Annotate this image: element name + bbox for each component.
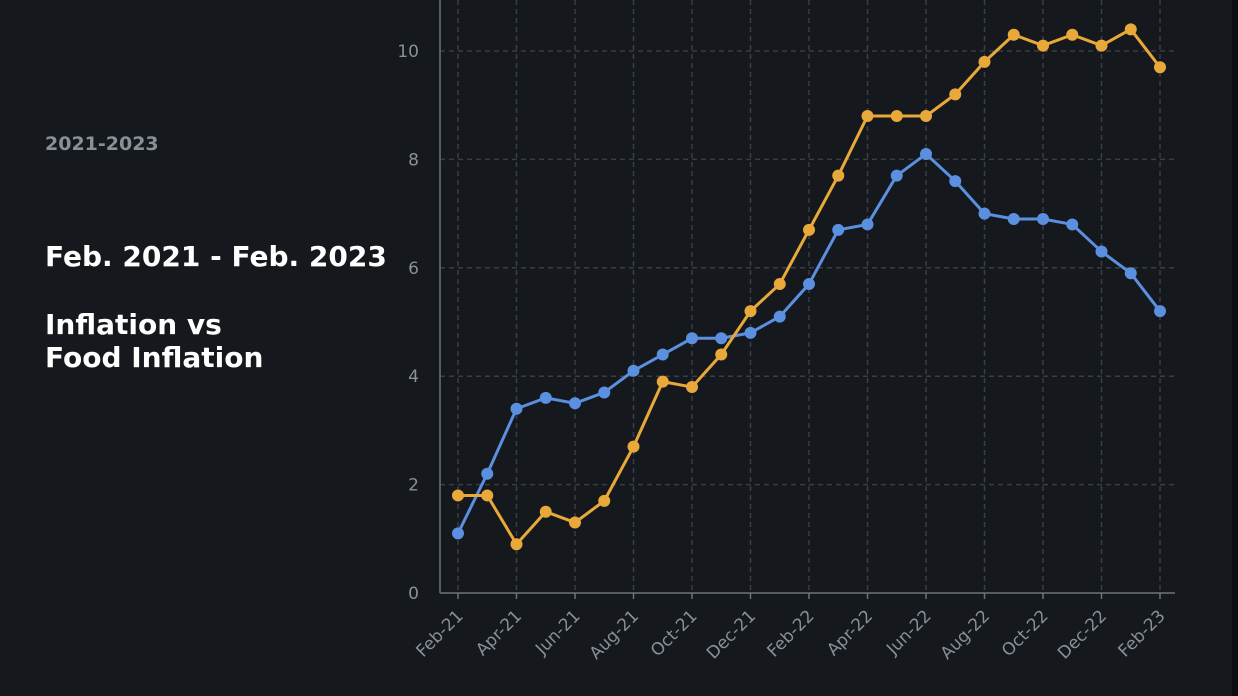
data-point <box>656 348 669 361</box>
data-point <box>978 207 991 220</box>
x-tick-label: Dec-21 <box>703 606 760 663</box>
data-point <box>686 381 698 394</box>
data-point <box>627 440 640 453</box>
data-point <box>773 278 786 291</box>
data-point <box>598 386 611 399</box>
data-point <box>1007 213 1020 226</box>
data-point <box>1124 23 1137 36</box>
chart-title-line-1: Inflation vs <box>45 308 222 341</box>
data-point <box>539 391 552 404</box>
data-point <box>1154 305 1166 318</box>
data-point <box>452 489 464 502</box>
data-point <box>598 494 611 507</box>
data-point <box>803 223 815 236</box>
series-1 <box>452 23 1166 551</box>
y-tick-label: 0 <box>408 584 419 604</box>
data-point <box>1007 28 1020 41</box>
data-point <box>949 88 962 101</box>
data-point <box>744 326 757 339</box>
x-tick-label: Feb-21 <box>412 606 467 661</box>
data-point <box>510 538 523 551</box>
data-point <box>569 516 581 529</box>
data-point <box>510 402 523 415</box>
data-point <box>861 218 874 231</box>
data-point <box>803 278 815 291</box>
x-tick-label: Aug-21 <box>586 606 643 663</box>
data-point <box>1037 39 1049 52</box>
data-point <box>744 305 757 318</box>
y-tick-label: 2 <box>408 476 419 496</box>
data-point <box>1037 213 1049 226</box>
data-point <box>627 364 640 377</box>
x-tick-label: Dec-22 <box>1054 606 1111 663</box>
data-point <box>978 55 991 68</box>
x-tick-label: Oct-22 <box>998 606 1053 661</box>
data-point <box>481 467 494 480</box>
data-point <box>920 147 932 160</box>
data-point <box>861 110 874 123</box>
x-tick-label: Jun-22 <box>882 606 935 659</box>
side-panel: 2021-2023 Feb. 2021 - Feb. 2023 Inflatio… <box>0 0 400 696</box>
series-layer <box>452 23 1166 551</box>
series-0 <box>452 147 1166 540</box>
data-point <box>890 110 903 123</box>
chart-title: Inflation vs Food Inflation <box>45 308 375 374</box>
x-tick-label: Feb-23 <box>1114 606 1169 661</box>
headline: Feb. 2021 - Feb. 2023 <box>45 240 387 273</box>
data-point <box>452 527 464 540</box>
edge-bar <box>1232 0 1238 696</box>
data-point <box>949 175 962 188</box>
x-tick-label: Jun-21 <box>531 606 584 659</box>
data-point <box>715 348 728 361</box>
data-point <box>1124 267 1137 280</box>
data-point <box>539 505 552 518</box>
date-range-label: 2021-2023 <box>45 133 159 155</box>
y-tick-label: 4 <box>408 367 419 387</box>
data-point <box>481 489 494 502</box>
data-point <box>569 397 581 410</box>
data-point <box>920 110 932 123</box>
y-tick-label: 6 <box>408 259 419 279</box>
data-point <box>715 332 728 345</box>
grid <box>440 0 1175 593</box>
x-tick-label: Oct-21 <box>647 606 702 661</box>
x-tick-label: Apr-22 <box>823 606 877 660</box>
data-point <box>890 169 903 182</box>
y-tick-label: 10 <box>397 42 419 62</box>
data-point <box>832 223 845 236</box>
data-point <box>1095 39 1108 52</box>
data-point <box>1066 218 1079 231</box>
chart-title-line-2: Food Inflation <box>45 341 264 374</box>
data-point <box>1066 28 1079 41</box>
x-tick-label: Aug-22 <box>937 606 994 663</box>
data-point <box>656 375 669 388</box>
data-point <box>1095 245 1108 258</box>
data-point <box>686 332 698 345</box>
data-point <box>832 169 845 182</box>
y-tick-label: 8 <box>408 150 419 170</box>
x-tick-label: Apr-21 <box>472 606 526 660</box>
data-point <box>773 310 786 323</box>
x-tick-label: Feb-22 <box>763 606 818 661</box>
data-point <box>1154 61 1166 74</box>
